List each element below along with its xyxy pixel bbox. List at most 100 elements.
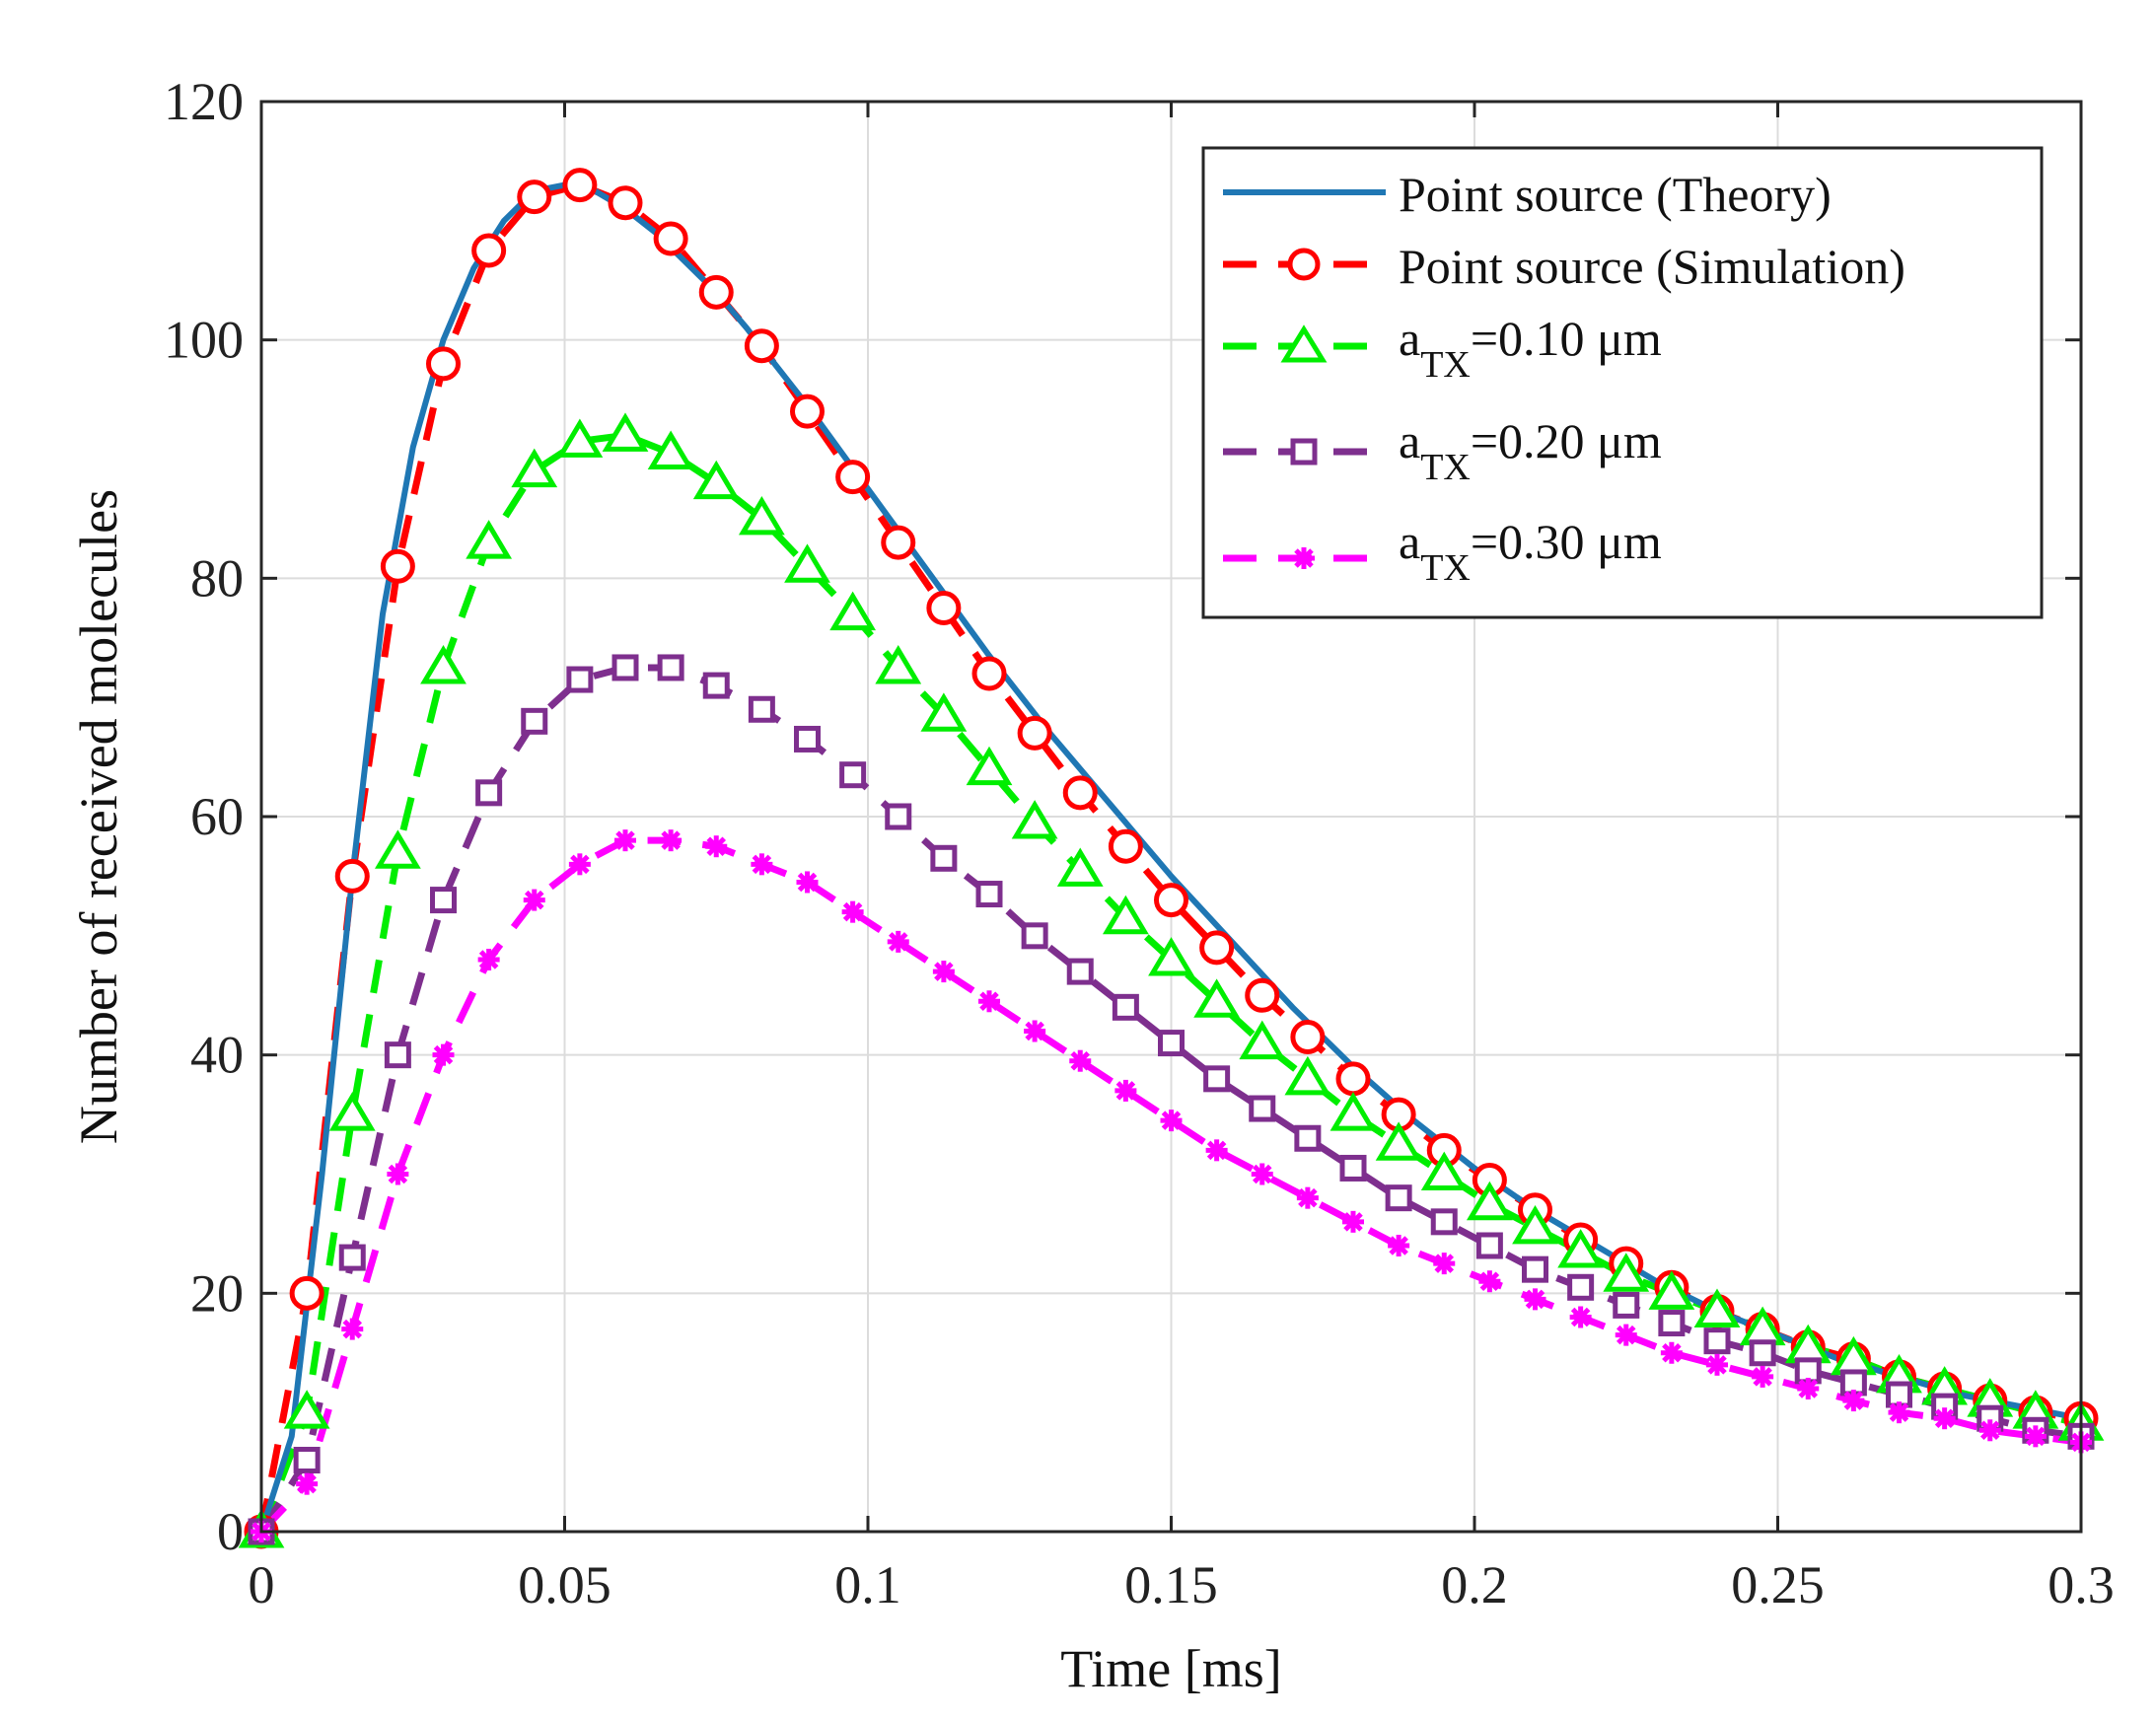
data-point: [432, 1043, 455, 1066]
data-point: [384, 1041, 411, 1069]
data-point: [1154, 883, 1188, 918]
data-point: [562, 168, 598, 203]
legend-label-theory: Point source (Theory): [1399, 167, 1832, 222]
y-tick-label: 120: [164, 72, 244, 131]
data-point: [1062, 775, 1098, 811]
x-tick-label: 0: [249, 1555, 275, 1614]
data-point: [1239, 1020, 1286, 1060]
legend-atx-030-value: =0.30 μm: [1471, 514, 1662, 569]
data-point: [296, 1472, 319, 1495]
legend-label-atx-030: aTX=0.30 μm: [1399, 514, 1662, 589]
data-point: [738, 496, 785, 536]
data-point: [1108, 828, 1143, 864]
data-point: [338, 1244, 366, 1271]
legend-marker-asterisk: [1293, 547, 1315, 569]
data-point: [293, 1447, 321, 1473]
data-point: [1615, 1324, 1637, 1346]
data-point: [334, 858, 370, 894]
data-point: [1752, 1365, 1774, 1388]
data-point: [1335, 1061, 1371, 1097]
data-point: [1017, 715, 1052, 751]
data-point: [1842, 1390, 1865, 1412]
data-point: [1245, 977, 1280, 1013]
data-point: [1888, 1401, 1910, 1424]
x-tick-label: 0.25: [1731, 1555, 1825, 1614]
data-point: [1475, 1232, 1503, 1259]
y-tick-label: 60: [190, 787, 244, 846]
data-point: [2024, 1425, 2047, 1448]
data-point: [328, 1092, 376, 1131]
data-point: [1290, 1020, 1326, 1055]
legend-entry-atx-030: aTX=0.30 μm: [1223, 514, 1662, 589]
data-point: [1512, 1204, 1558, 1245]
legend-entry-theory: Point source (Theory): [1223, 167, 1832, 222]
data-point: [511, 448, 558, 488]
x-tick-label: 0.15: [1124, 1555, 1218, 1614]
legend: Point source (Theory) Point source (Simu…: [1201, 146, 2044, 619]
data-point: [566, 666, 594, 693]
data-point: [1203, 1065, 1231, 1093]
data-point: [975, 881, 1003, 908]
data-point: [1066, 958, 1094, 985]
legend-atx-020-base: a: [1399, 413, 1420, 468]
data-point: [1478, 1270, 1501, 1293]
data-point: [784, 543, 830, 583]
data-point: [341, 1318, 364, 1340]
data-point: [568, 853, 591, 876]
legend-atx-030-subscript: TX: [1420, 547, 1471, 589]
x-tick-label: 0.2: [1441, 1555, 1508, 1614]
legend-label-simulation: Point source (Simulation): [1399, 239, 1905, 294]
data-point: [1148, 937, 1194, 976]
data-point: [1466, 1181, 1513, 1221]
y-tick-label: 40: [190, 1026, 244, 1085]
x-tick-label: 0.1: [834, 1555, 901, 1614]
data-point: [1296, 1186, 1319, 1209]
data-point: [374, 829, 421, 869]
data-point: [1749, 1339, 1776, 1367]
data-point: [1011, 800, 1058, 839]
data-point: [1706, 1353, 1728, 1376]
data-point: [1249, 1095, 1276, 1122]
data-point: [1524, 1288, 1546, 1311]
series-line-theory: [258, 181, 2082, 1533]
legend-entry-atx-020: aTX=0.20 μm: [1223, 413, 1662, 488]
data-point: [1339, 1154, 1367, 1182]
data-point: [517, 179, 552, 215]
legend-atx-020-subscript: TX: [1420, 447, 1471, 488]
legend-atx-030-base: a: [1399, 514, 1420, 569]
legend-marker-square: [1290, 438, 1318, 466]
data-point: [1648, 1270, 1695, 1310]
data-point: [932, 961, 955, 983]
data-point: [611, 654, 639, 681]
data-point: [426, 346, 461, 382]
data-point: [657, 654, 684, 681]
legend-atx-010-value: =0.10 μm: [1471, 311, 1662, 366]
y-tick-label: 20: [190, 1263, 244, 1323]
data-point: [835, 460, 871, 495]
data-point: [1933, 1407, 1956, 1430]
data-point: [1658, 1310, 1686, 1337]
series-markers-atx-0-20-m: [248, 654, 2095, 1545]
x-tick-label: 0.3: [2048, 1555, 2115, 1614]
series-line-atx-0-20-m: [258, 664, 2082, 1534]
data-point: [1660, 1341, 1683, 1364]
data-point: [692, 460, 740, 500]
data-point: [471, 233, 507, 268]
y-tick-label: 80: [190, 548, 244, 608]
data-point: [387, 1163, 409, 1185]
data-point: [796, 871, 819, 894]
data-point: [885, 803, 912, 830]
data-point: [1522, 1255, 1548, 1283]
data-point: [978, 990, 1000, 1013]
legend-marker-circle: [1287, 248, 1321, 281]
data-point: [475, 779, 503, 807]
y-tick-label: 100: [164, 311, 244, 370]
data-point: [841, 900, 864, 923]
data-point: [839, 761, 867, 789]
data-point: [1978, 1419, 2001, 1442]
data-point: [1385, 1184, 1412, 1212]
data-point: [608, 185, 643, 221]
y-axis-label: Number of received molecules: [69, 489, 128, 1144]
data-point: [380, 548, 415, 584]
